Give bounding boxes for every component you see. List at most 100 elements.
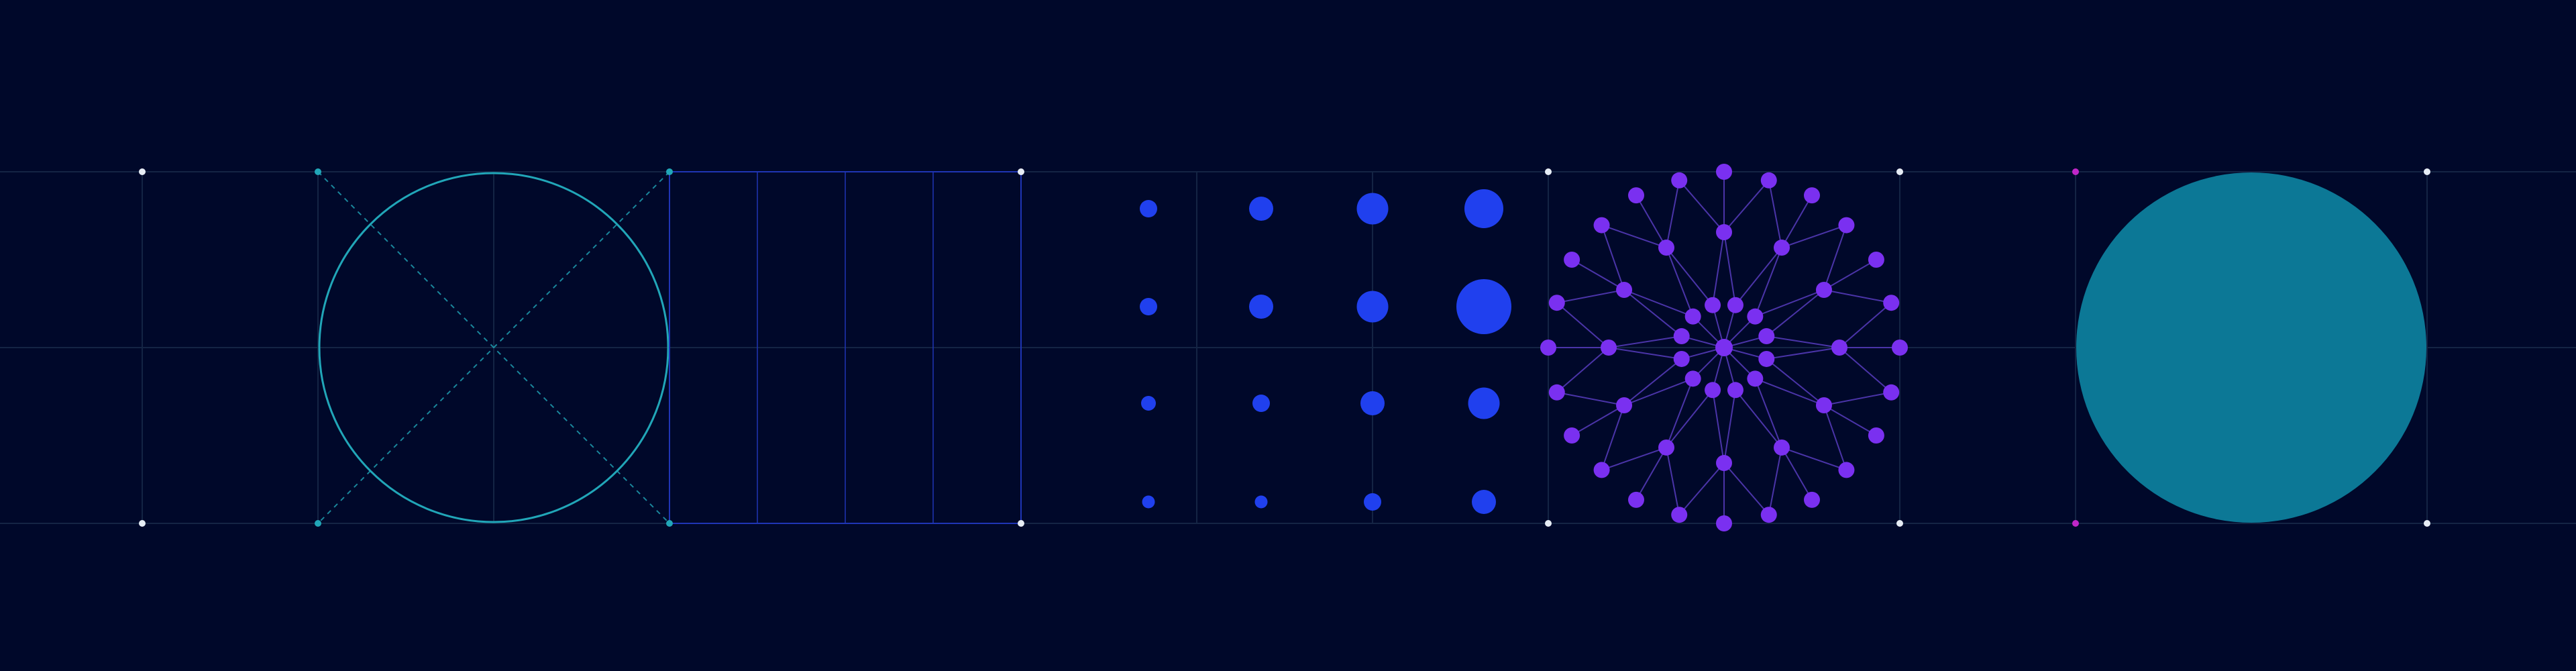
corner-marker (1018, 168, 1024, 175)
network-edge (1556, 391, 1625, 406)
network-edge (1766, 336, 1840, 348)
solid-circle (2076, 172, 2426, 523)
network-node (1616, 282, 1633, 298)
network-node (1838, 462, 1855, 478)
network-node (1564, 427, 1580, 444)
network-node (1747, 308, 1764, 325)
network-edge (1601, 447, 1667, 471)
network-node (1868, 252, 1884, 268)
network-edge (1823, 259, 1877, 291)
radial-network-panel (1540, 164, 1908, 531)
network-node (1774, 240, 1790, 256)
network-edge (1735, 247, 1782, 306)
network-edge (1635, 195, 1667, 248)
corner-marker (1896, 168, 1903, 175)
network-edge (1608, 336, 1682, 348)
network-edge (1601, 405, 1625, 470)
diagonal-guide (317, 171, 670, 524)
network-edge (1666, 247, 1713, 306)
network-edge (1768, 180, 1782, 248)
network-edge (1823, 289, 1892, 304)
network-node (1831, 340, 1847, 356)
scale-dot (1140, 200, 1157, 217)
corner-marker (2072, 168, 2079, 175)
network-node (1671, 507, 1688, 523)
network-edge (1823, 225, 1847, 291)
network-edge (1556, 289, 1625, 304)
corner-marker (315, 168, 321, 175)
network-edge (1781, 447, 1813, 501)
network-node (1868, 427, 1884, 444)
scale-dot (1472, 490, 1496, 514)
scale-dot (1252, 395, 1270, 412)
network-edge (1623, 378, 1694, 406)
network-edge (1723, 390, 1736, 464)
network-node (1593, 462, 1610, 478)
network-node (1758, 328, 1775, 345)
scale-dot (1140, 298, 1157, 315)
network-edge (1623, 289, 1682, 337)
scale-dot (1464, 189, 1503, 228)
network-node (1838, 217, 1855, 234)
network-node (1747, 370, 1764, 387)
network-edge (1601, 224, 1667, 248)
scale-dot (1356, 291, 1389, 323)
network-edge (1571, 259, 1625, 291)
corner-markers (139, 168, 2430, 527)
network-node (1601, 340, 1617, 356)
corner-marker (666, 520, 673, 527)
network-node (1540, 340, 1556, 356)
scale-dot (1249, 197, 1273, 221)
network-node (1684, 308, 1701, 325)
network-edge (1678, 462, 1725, 515)
corner-marker (139, 520, 146, 527)
network-node (1673, 350, 1690, 367)
network-edge (1723, 231, 1736, 305)
network-edge (1556, 347, 1609, 393)
scale-dot (1254, 495, 1268, 509)
network-edge (1666, 247, 1694, 317)
network-node (1684, 370, 1701, 387)
network-node (1671, 172, 1688, 189)
network-edge (1754, 378, 1825, 406)
network-node (1804, 187, 1820, 204)
corner-marker (1018, 520, 1024, 527)
corner-marker (315, 520, 321, 527)
network-node (1758, 350, 1775, 367)
network-node (1564, 252, 1580, 268)
construction-circle (318, 172, 669, 523)
scale-dot (1249, 295, 1273, 319)
scale-dot (1456, 279, 1511, 334)
network-edge (1754, 378, 1782, 448)
network-edge (1823, 405, 1877, 436)
network-node (1658, 439, 1674, 456)
network-node (1815, 282, 1832, 298)
network-edge (1839, 302, 1892, 348)
network-edge (1723, 462, 1770, 515)
circle-construction-panel (317, 171, 670, 524)
network-node (1815, 397, 1832, 413)
network-edge (1635, 447, 1667, 501)
network-edge (1823, 405, 1847, 470)
network-edge (1735, 389, 1782, 448)
corner-marker (1545, 520, 1552, 527)
network-edge (1781, 195, 1813, 248)
network-node (1892, 340, 1908, 356)
network-node (1760, 172, 1777, 189)
network-edge (1712, 390, 1725, 464)
scale-dot (1364, 493, 1381, 511)
network-node (1727, 297, 1743, 313)
scale-dot (1356, 193, 1389, 225)
scale-dot (1468, 387, 1500, 419)
network-edge (1766, 347, 1840, 360)
corner-marker (666, 168, 673, 175)
network-node (1548, 295, 1565, 311)
network-edge (1712, 231, 1725, 305)
scale-dot (1360, 391, 1385, 415)
network-node (1804, 491, 1820, 508)
network-node (1883, 295, 1900, 311)
network-node (1716, 515, 1732, 531)
network-edge (1601, 225, 1625, 291)
network-node (1673, 328, 1690, 345)
